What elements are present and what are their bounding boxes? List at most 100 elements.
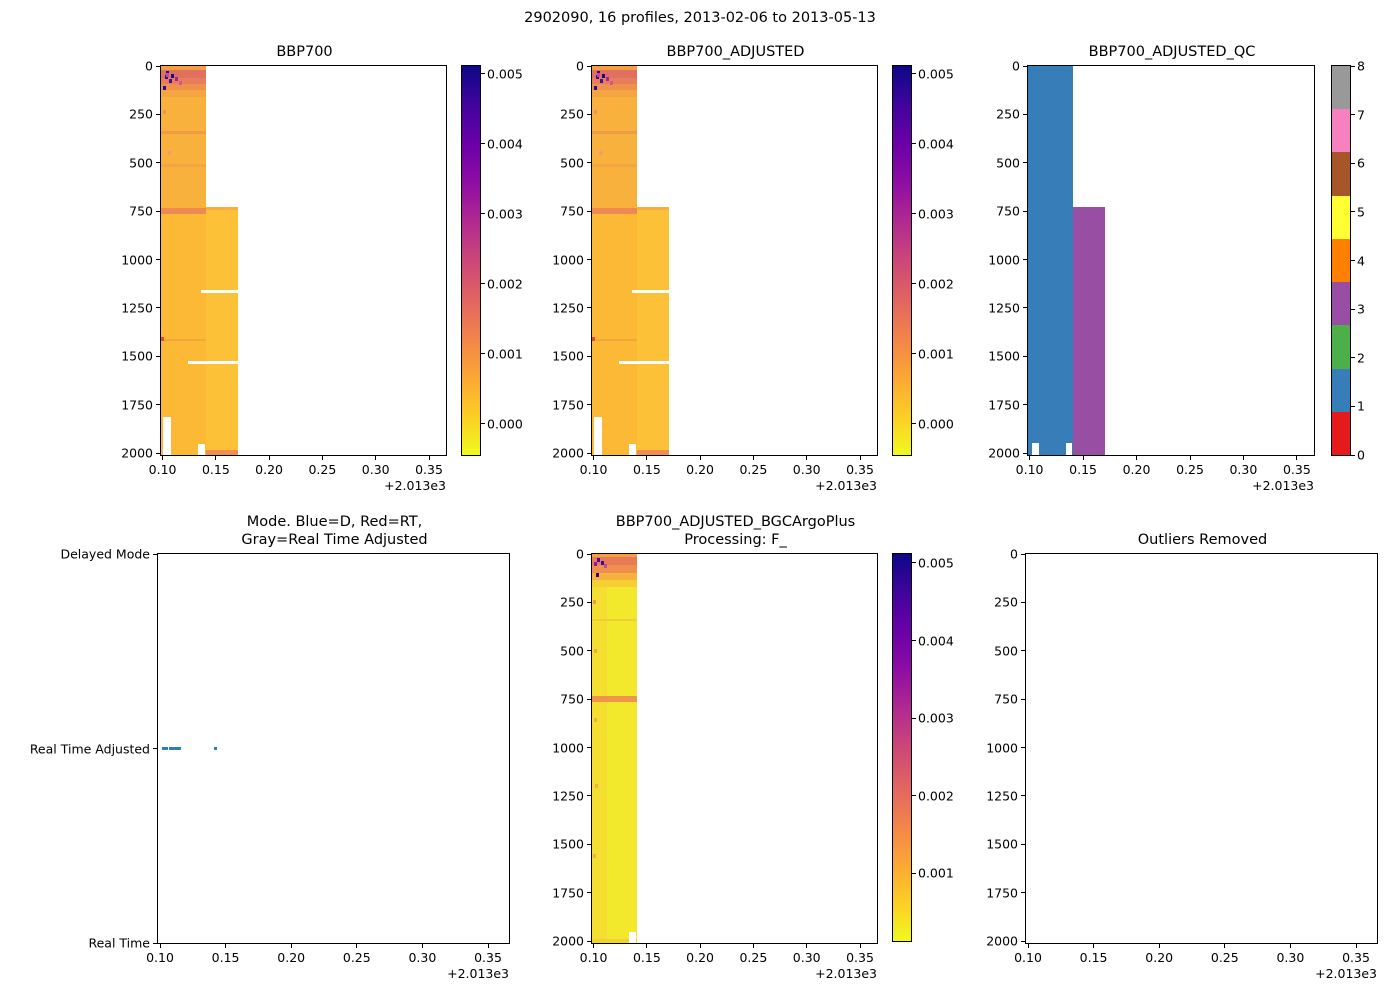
x-tick-label: 0.30 — [408, 950, 437, 965]
x-tick-mark — [1082, 455, 1084, 460]
heatmap-speck — [595, 784, 599, 789]
colorbar-tick-label: 0.005 — [487, 66, 523, 82]
y-tick-mark — [156, 113, 160, 115]
x-tick-label: 0.15 — [632, 462, 661, 477]
subplot-title: BBP700_ADJUSTED — [666, 44, 805, 60]
heatmap-speck — [597, 557, 601, 562]
colorbar-tick-label: 0.001 — [918, 346, 954, 361]
colorbar-tick-mark — [480, 73, 485, 75]
y-tick-label: 1000 — [121, 252, 153, 267]
colorbar-tick-mark — [1350, 114, 1355, 116]
y-tick-mark — [1023, 404, 1027, 406]
subplot-title: Outliers Removed — [1137, 532, 1268, 548]
y-tick-mark — [587, 355, 591, 357]
x-tick-mark — [1189, 455, 1191, 460]
heatmap-region — [1032, 443, 1039, 455]
x-axis-offset-label: +2.013e3 — [815, 478, 877, 493]
x-tick-label: 0.30 — [1276, 950, 1305, 965]
heatmap-speck — [593, 718, 597, 723]
y-tick-label: 1500 — [552, 348, 584, 364]
colorbar-tick-mark — [911, 353, 916, 354]
colorbar-tick-label: 0.004 — [918, 136, 954, 152]
x-tick-label: 0.25 — [739, 950, 768, 965]
y-tick-label: 250 — [560, 594, 584, 610]
colorbar-tick-mark — [911, 423, 916, 424]
colorbar-bbp700: 0.005 0.004 0.003 0.002 0.001 0.000 — [461, 65, 523, 456]
x-tick-mark — [215, 455, 217, 460]
y-tick-label: 750 — [129, 203, 153, 219]
y-tick-label: 0 — [576, 546, 584, 562]
heatmap-speck — [592, 600, 596, 605]
y-tick-label: 0 — [145, 58, 153, 74]
colorbar-gradient — [462, 66, 480, 455]
y-tick-label: 1750 — [988, 397, 1020, 413]
heatmap-region — [592, 618, 637, 622]
x-tick-label: 0.15 — [1069, 462, 1098, 477]
heatmap-speck — [179, 81, 183, 85]
y-tick-label: 750 — [994, 691, 1018, 707]
heatmap-region — [161, 338, 206, 341]
x-tick-mark — [1296, 455, 1298, 460]
x-tick-mark — [162, 455, 164, 460]
heatmap-region — [592, 130, 637, 134]
colorbar-tick-mark — [480, 353, 485, 354]
y-tick-mark — [587, 553, 591, 555]
x-tick-label: 0.35 — [1282, 462, 1311, 477]
x-tick-label: 0.20 — [1145, 950, 1174, 965]
heatmap-region — [592, 585, 608, 943]
y-tick-label: 2000 — [552, 933, 584, 949]
y-tick-mark — [156, 452, 160, 454]
bbp700_adjusted_qc-heatmap — [1028, 66, 1314, 455]
y-tick-label: 1000 — [552, 252, 584, 267]
heatmap-speck — [603, 564, 607, 568]
y-tick-label: 1250 — [988, 300, 1020, 316]
y-tick-label: 0 — [1010, 546, 1018, 562]
y-tick-label: 500 — [560, 643, 584, 659]
heatmap-speck — [169, 79, 173, 84]
x-tick-label: 0.20 — [686, 950, 715, 965]
y-tick-label: 1000 — [988, 252, 1020, 267]
heatmap-region — [592, 557, 637, 565]
x-tick-mark — [421, 943, 423, 948]
heatmap-region — [636, 450, 669, 455]
heatmap-region — [636, 206, 669, 210]
y-tick-mark — [1023, 113, 1027, 115]
heatmap-speck — [164, 75, 168, 80]
y-tick-mark — [587, 113, 591, 115]
y-tick-mark — [587, 162, 591, 164]
colorbar-segment — [1332, 368, 1350, 413]
y-tick-mark — [587, 307, 591, 309]
colorbar-tick-mark — [1350, 454, 1355, 456]
x-tick-mark — [356, 943, 358, 948]
y-tick-mark — [156, 210, 160, 212]
x-tick-mark — [1224, 943, 1226, 948]
y-tick-mark — [153, 942, 157, 944]
y-tick-label: 1500 — [986, 836, 1018, 852]
x-tick-label: 0.30 — [792, 950, 821, 965]
colorbar-tick-label: 0.004 — [918, 633, 954, 649]
y-tick-mark — [1023, 65, 1027, 67]
x-tick-mark — [375, 455, 377, 460]
colorbar-tick-mark — [911, 562, 916, 564]
colorbar-segment — [1332, 152, 1350, 197]
heatmap-region — [594, 417, 602, 455]
x-tick-label: 0.30 — [792, 462, 821, 477]
heatmap-region — [161, 208, 206, 214]
colorbar-tick-label: 0.005 — [918, 555, 954, 571]
x-tick-mark — [225, 943, 227, 948]
colorbar-tick-mark — [911, 143, 916, 145]
colorbar-tick-label: 0.003 — [487, 206, 523, 222]
colorbar-tick-mark — [911, 872, 916, 874]
heatmap-speck — [163, 110, 167, 115]
colorbar-segment — [1332, 109, 1350, 153]
y-tick-mark — [587, 795, 591, 797]
heatmap-region — [1028, 66, 1073, 455]
y-tick-label: 1250 — [121, 300, 153, 316]
x-tick-mark — [321, 455, 323, 460]
y-tick-mark — [153, 748, 157, 749]
heatmap-region — [205, 206, 238, 210]
heatmap-region — [201, 290, 238, 293]
heatmap-region — [592, 84, 637, 91]
colorbar-tick-label: 8 — [1357, 58, 1365, 74]
colorbar-tick-label: 0.003 — [918, 206, 954, 222]
